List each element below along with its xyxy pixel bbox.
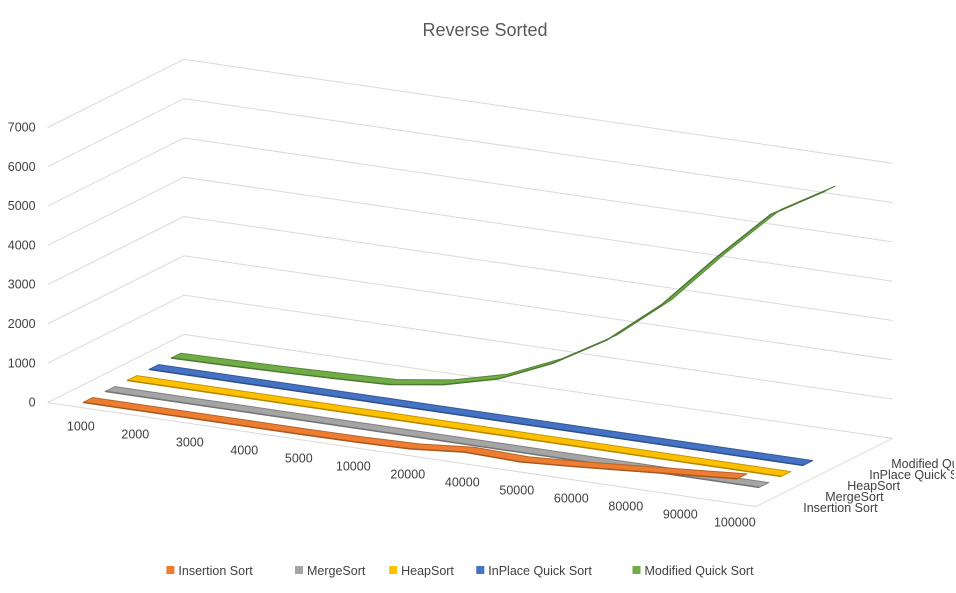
series-insertion-sort[interactable] — [82, 397, 748, 480]
y-tick-label: 4000 — [8, 238, 36, 252]
series-line — [149, 368, 804, 467]
gridline — [47, 176, 893, 282]
x-tick-label: 40000 — [445, 476, 480, 490]
x-tick-label: 90000 — [663, 508, 698, 522]
legend-swatch — [166, 566, 175, 574]
legend-swatch — [632, 566, 641, 574]
legend-swatch — [476, 566, 485, 574]
depth-tick-label: InPlace Quick Sort — [869, 468, 954, 482]
x-tick-label: 10000 — [336, 460, 371, 474]
gridline — [47, 294, 893, 400]
legend-item-insertion-sort[interactable]: Insertion Sort — [166, 564, 253, 578]
series-line — [83, 401, 738, 480]
gridline — [47, 98, 893, 204]
x-tick-label: 3000 — [176, 436, 204, 450]
depth-tick-label: HeapSort — [847, 479, 900, 493]
depth-tick-label: Modified Quick Sort — [891, 457, 954, 471]
series-heapsort[interactable] — [126, 375, 792, 478]
legend-item-modified-quick-sort[interactable]: Modified Quick Sort — [632, 564, 755, 578]
x-tick-label: 80000 — [608, 500, 643, 514]
floor-edge — [47, 402, 893, 508]
depth-tick-label: MergeSort — [825, 490, 884, 504]
legend-swatch — [295, 566, 303, 574]
legend-label: InPlace Quick Sort — [488, 564, 592, 578]
series-line — [171, 190, 826, 386]
gridline — [47, 58, 893, 164]
y-tick-label: 1000 — [8, 356, 36, 370]
gridline — [47, 333, 893, 439]
x-tick-label: 100000 — [714, 516, 756, 530]
legend-label: HeapSort — [401, 564, 454, 578]
x-tick-label: 20000 — [390, 468, 425, 482]
x-tick-label: 1000 — [67, 420, 95, 434]
gridline — [47, 255, 893, 361]
x-tick-label: 60000 — [554, 492, 589, 506]
y-tick-label: 6000 — [8, 160, 36, 174]
series-lines — [82, 185, 836, 489]
x-tick-label: 5000 — [285, 452, 313, 466]
y-tick-label: 3000 — [8, 278, 36, 292]
legend-label: MergeSort — [307, 564, 366, 578]
legend[interactable]: Insertion Sort MergeSort HeapSort InPlace Q… — [166, 564, 754, 578]
series-inplace-quick-sort[interactable] — [148, 364, 814, 467]
legend-item-mergesort[interactable]: MergeSort — [295, 564, 366, 578]
gridlines — [47, 58, 893, 508]
legend-item-inplace-quick-sort[interactable]: InPlace Quick Sort — [476, 564, 592, 578]
y-tick-label: 5000 — [8, 199, 36, 213]
legend-item-heapsort[interactable]: HeapSort — [389, 564, 454, 578]
gridline — [47, 137, 893, 243]
y-tick-label: 7000 — [8, 121, 36, 135]
legend-swatch — [389, 566, 398, 574]
x-tick-label: 2000 — [121, 428, 149, 442]
axis-labels: 0 1000 2000 3000 4000 5000 6000 7000 1000 2000 300… — [8, 121, 954, 530]
series-modified-quick-sort[interactable] — [170, 185, 836, 386]
gridline — [47, 215, 893, 321]
legend-label: Modified Quick Sort — [645, 564, 755, 578]
y-tick-label: 0 — [29, 396, 36, 410]
depth-tick-label: Insertion Sort — [803, 501, 878, 515]
x-tick-label: 50000 — [499, 484, 534, 498]
chart-svg: 0 1000 2000 3000 4000 5000 6000 7000 1000 2000 300… — [8, 20, 954, 578]
series-line — [127, 379, 782, 478]
legend-label: Insertion Sort — [178, 564, 253, 578]
chart-title: Reverse Sorted — [422, 20, 547, 40]
x-tick-label: 4000 — [230, 444, 258, 458]
y-tick-label: 2000 — [8, 317, 36, 331]
series-ribbon[interactable] — [170, 185, 836, 386]
chart-area[interactable]: 0 1000 2000 3000 4000 5000 6000 7000 1000 2000 300… — [8, 0, 954, 593]
